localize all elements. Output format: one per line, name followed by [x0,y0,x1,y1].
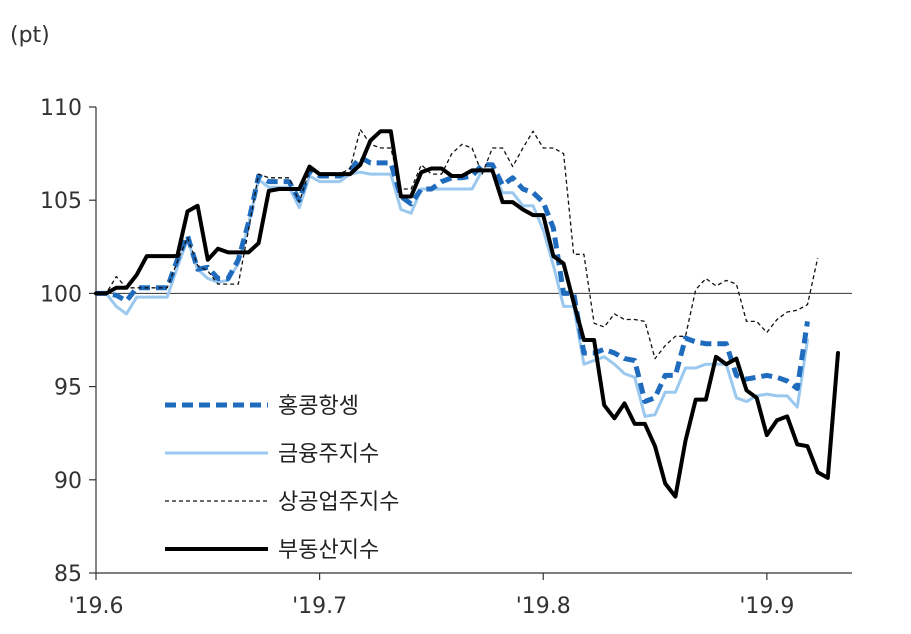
x-tick-label: '19.9 [739,594,794,619]
legend-label-3: 상공업주지수 [278,490,399,515]
x-tick-label: '19.6 [68,594,123,619]
y-tick-label: 85 [54,562,82,587]
y-tick-label: 105 [40,189,82,214]
y-tick-label: 95 [54,376,82,401]
series-layer [96,129,838,496]
y-tick-label: 90 [54,469,82,494]
y-unit-label: (pt) [10,23,50,48]
legend-label-2: 금융주지수 [278,442,379,467]
y-tick-label: 110 [40,96,82,121]
x-tick-label: '19.7 [292,594,347,619]
legend-label-1: 홍콩항셍 [278,394,359,419]
y-tick-label: 100 [40,282,82,307]
series-line-4 [96,131,838,496]
legend-label-4: 부동산지수 [278,538,379,563]
x-tick-label: '19.8 [516,594,571,619]
